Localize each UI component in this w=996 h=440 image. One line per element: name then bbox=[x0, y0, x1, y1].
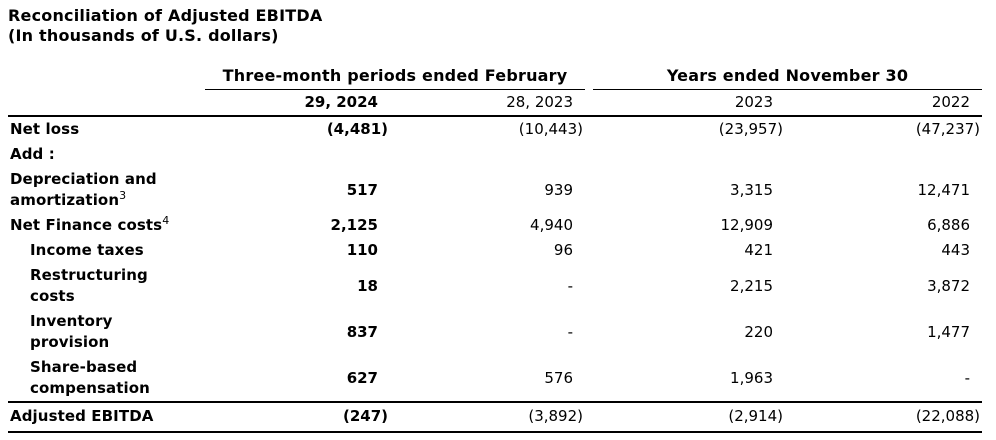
table-cell: 443 bbox=[941, 241, 971, 259]
group-header-quarters-label: Three-month periods ended February bbox=[205, 64, 585, 90]
table-cell: - bbox=[567, 322, 573, 341]
row-label: Net Finance costs4 bbox=[10, 214, 170, 234]
table-row-restructuring-costs: Restructuring costs 18 - 2,215 3,872 bbox=[8, 263, 982, 309]
row-label: Net loss bbox=[10, 120, 80, 138]
table-cell: 12,909 bbox=[720, 216, 774, 234]
table-cell: 96 bbox=[553, 241, 573, 259]
table-cell: 421 bbox=[744, 241, 773, 259]
table-cell: 2,215 bbox=[730, 276, 773, 295]
table-cell: (3,892) bbox=[390, 401, 585, 433]
column-header-2023: 2023 bbox=[585, 90, 785, 117]
ebitda-reconciliation-table: Three-month periods ended February Years… bbox=[8, 64, 983, 433]
table-cell: 1,963 bbox=[730, 368, 773, 387]
column-header-feb-28-2023: 28, 2023 bbox=[390, 90, 585, 117]
table-cell: - bbox=[964, 368, 971, 387]
row-label: Depreciation and amortization3 bbox=[10, 170, 157, 209]
table-cell: 3,315 bbox=[730, 180, 773, 199]
table-cell: (247) bbox=[205, 401, 390, 433]
table-cell: (23,957) bbox=[718, 120, 783, 138]
table-row-add: Add : bbox=[8, 142, 982, 167]
table-cell bbox=[390, 142, 585, 167]
row-label: Share-based compensation bbox=[30, 358, 150, 397]
row-label: Inventory provision bbox=[30, 312, 113, 351]
table-row-share-based-compensation: Share-based compensation 627 576 1,963 - bbox=[8, 355, 982, 402]
table-cell: 18 bbox=[357, 276, 378, 295]
table-row-net-loss: Net loss (4,481) (10,443) (23,957) (47,2… bbox=[8, 116, 982, 142]
table-cell: 4,940 bbox=[530, 216, 573, 234]
row-label: Restructuring costs bbox=[30, 266, 148, 305]
table-row-inventory-provision: Inventory provision 837 - 220 1,477 bbox=[8, 309, 982, 355]
table-cell: (22,088) bbox=[785, 401, 983, 433]
table-row-depreciation-amortization: Depreciation and amortization3 517 939 3… bbox=[8, 167, 982, 213]
table-row-income-taxes: Income taxes 110 96 421 443 bbox=[8, 238, 982, 263]
table-row-adjusted-ebitda-total: Adjusted EBITDA (247) (3,892) (2,914) (2… bbox=[8, 401, 983, 433]
column-header-row: 29, 2024 28, 2023 2023 2022 bbox=[8, 90, 983, 117]
table-cell: 837 bbox=[346, 322, 378, 341]
table-cell: (10,443) bbox=[518, 120, 583, 138]
column-header-feb-29-2024: 29, 2024 bbox=[205, 90, 390, 117]
empty-label-header-cell bbox=[8, 90, 205, 117]
table-cell: 6,886 bbox=[927, 216, 971, 234]
table-cell bbox=[585, 142, 785, 167]
table-row-net-finance-costs: Net Finance costs4 2,125 4,940 12,909 6,… bbox=[8, 213, 982, 238]
table-cell: 1,477 bbox=[927, 322, 971, 341]
column-header-2022: 2022 bbox=[785, 90, 983, 117]
page-title: Reconciliation of Adjusted EBITDA (In th… bbox=[8, 6, 996, 46]
group-header-quarters: Three-month periods ended February bbox=[205, 64, 585, 90]
title-line-2: (In thousands of U.S. dollars) bbox=[8, 26, 279, 45]
column-group-header-row: Three-month periods ended February Years… bbox=[8, 64, 983, 90]
table-cell: - bbox=[567, 276, 573, 295]
table-cell: (47,237) bbox=[915, 120, 981, 138]
table-cell: 576 bbox=[544, 368, 573, 387]
table-cell: 110 bbox=[346, 241, 378, 259]
row-label: Income taxes bbox=[30, 241, 144, 259]
table-cell bbox=[785, 142, 982, 167]
title-line-1: Reconciliation of Adjusted EBITDA bbox=[8, 6, 323, 25]
table-cell: 12,471 bbox=[917, 180, 971, 199]
table-cell: 220 bbox=[744, 322, 773, 341]
table-cell: 3,872 bbox=[927, 276, 971, 295]
table-cell: 517 bbox=[346, 180, 378, 199]
table-cell: 939 bbox=[544, 180, 573, 199]
table-cell bbox=[205, 142, 390, 167]
empty-corner-cell bbox=[8, 64, 205, 90]
table-cell: 627 bbox=[346, 368, 378, 387]
row-label: Adjusted EBITDA bbox=[8, 401, 205, 433]
table-cell: (4,481) bbox=[326, 120, 388, 138]
group-header-years: Years ended November 30 bbox=[585, 64, 983, 90]
table-cell: 2,125 bbox=[330, 216, 378, 234]
table-cell: (2,914) bbox=[585, 401, 785, 433]
group-header-years-label: Years ended November 30 bbox=[593, 64, 983, 90]
row-label: Add : bbox=[10, 145, 55, 163]
